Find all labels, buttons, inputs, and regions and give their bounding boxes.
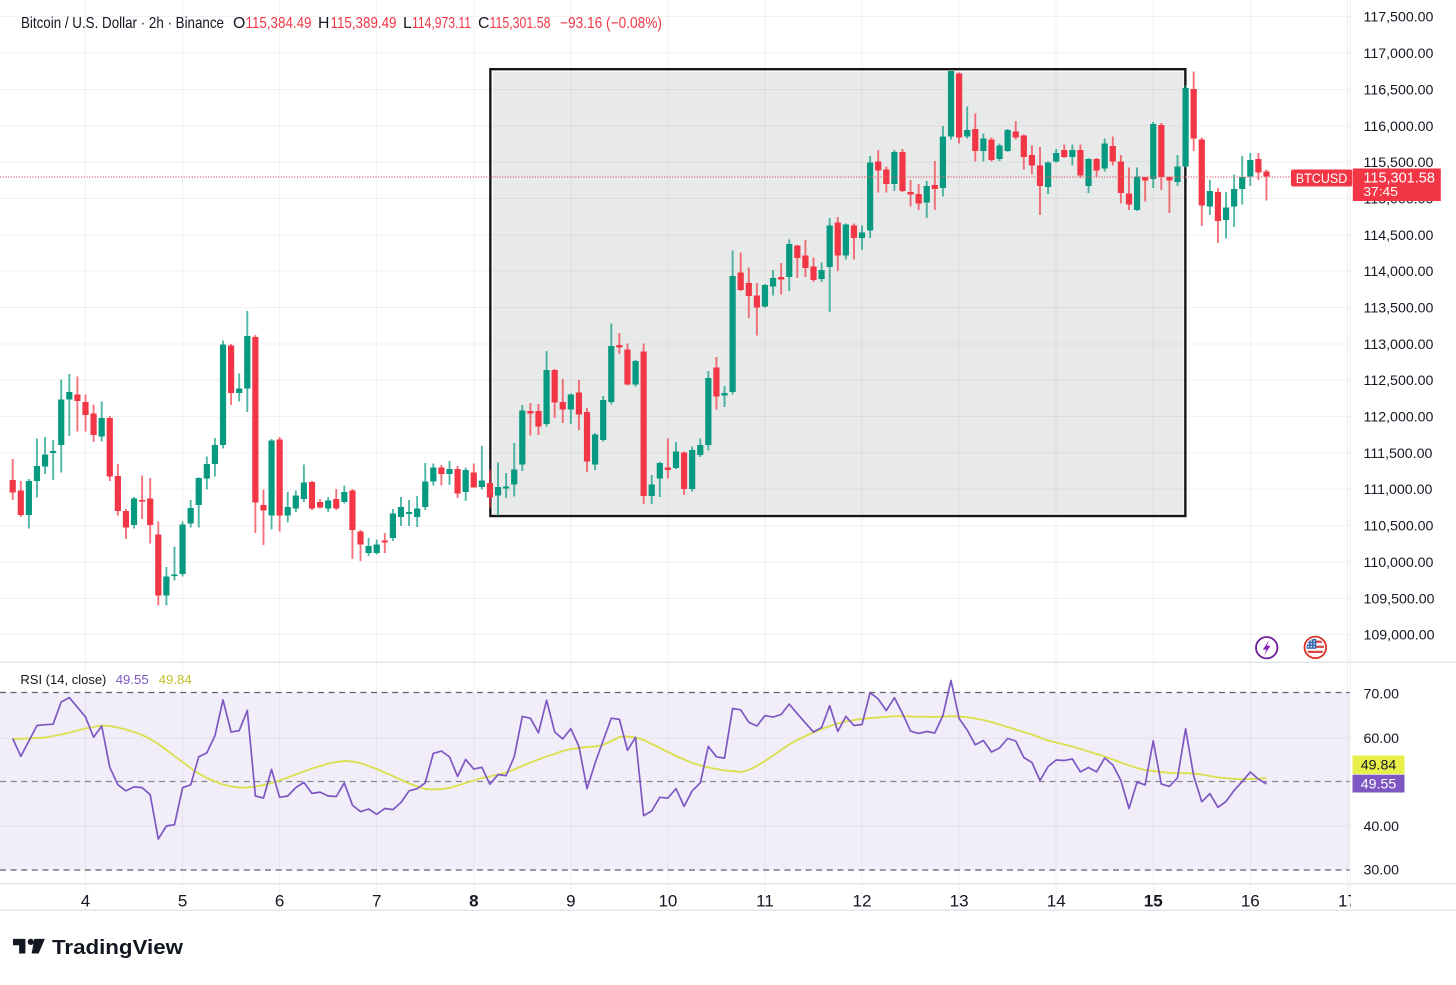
svg-text:C: C (478, 15, 489, 32)
svg-text:O: O (233, 15, 245, 32)
svg-text:115,384.49: 115,384.49 (246, 15, 312, 32)
svg-text:L: L (403, 15, 412, 32)
svg-text:114,000.00: 114,000.00 (1364, 264, 1434, 280)
svg-text:116,500.00: 116,500.00 (1364, 82, 1434, 98)
svg-text:4: 4 (81, 892, 90, 911)
svg-text:110,000.00: 110,000.00 (1364, 555, 1434, 571)
svg-text:115,301.58: 115,301.58 (490, 15, 551, 32)
svg-text:Bitcoin / U.S. Dollar · 2h · B: Bitcoin / U.S. Dollar · 2h · Binance (21, 15, 224, 32)
svg-text:12: 12 (853, 892, 872, 911)
svg-text:70.00: 70.00 (1364, 687, 1400, 703)
svg-text:115,500.00: 115,500.00 (1364, 155, 1434, 171)
svg-text:49.84: 49.84 (159, 672, 192, 687)
svg-text:6: 6 (275, 892, 284, 911)
svg-text:109,000.00: 109,000.00 (1364, 628, 1435, 644)
svg-text:9: 9 (566, 892, 575, 911)
svg-text:60.00: 60.00 (1364, 731, 1400, 747)
svg-text:109,500.00: 109,500.00 (1364, 591, 1435, 607)
svg-text:114,500.00: 114,500.00 (1364, 228, 1434, 244)
svg-text:RSI (14, close): RSI (14, close) (20, 672, 106, 687)
svg-text:49.84: 49.84 (1361, 758, 1397, 774)
svg-text:BTCUSD: BTCUSD (1296, 171, 1348, 186)
svg-text:112,500.00: 112,500.00 (1364, 373, 1434, 389)
svg-text:14: 14 (1047, 892, 1066, 911)
svg-text:13: 13 (950, 892, 969, 911)
svg-text:110,500.00: 110,500.00 (1364, 519, 1434, 535)
svg-text:49.55: 49.55 (116, 672, 149, 687)
svg-text:11: 11 (756, 892, 774, 911)
svg-text:30.00: 30.00 (1364, 863, 1400, 879)
svg-text:111,000.00: 111,000.00 (1364, 482, 1433, 498)
svg-text:16: 16 (1241, 892, 1260, 911)
svg-text:8: 8 (469, 892, 478, 911)
svg-text:TradingView: TradingView (52, 936, 183, 959)
svg-text:10: 10 (658, 892, 677, 911)
svg-text:114,973.11: 114,973.11 (412, 15, 471, 32)
svg-text:49.55: 49.55 (1361, 777, 1397, 793)
svg-text:111,500.00: 111,500.00 (1364, 446, 1433, 462)
svg-text:5: 5 (178, 892, 187, 911)
svg-text:117,500.00: 117,500.00 (1364, 10, 1434, 26)
svg-text:116,000.00: 116,000.00 (1364, 119, 1434, 135)
svg-text:−93.16 (−0.08%): −93.16 (−0.08%) (560, 15, 662, 32)
svg-text:H: H (318, 15, 329, 32)
svg-text:113,500.00: 113,500.00 (1364, 301, 1434, 317)
svg-text:117,000.00: 117,000.00 (1364, 46, 1434, 62)
svg-text:37:45: 37:45 (1363, 184, 1398, 199)
svg-text:15: 15 (1144, 892, 1163, 911)
svg-text:17: 17 (1338, 892, 1357, 911)
svg-text:112,000.00: 112,000.00 (1364, 410, 1434, 426)
svg-text:7: 7 (372, 892, 381, 911)
svg-text:115,389.49: 115,389.49 (331, 15, 397, 32)
svg-text:113,000.00: 113,000.00 (1364, 337, 1434, 353)
svg-text:40.00: 40.00 (1364, 819, 1400, 835)
svg-text:115,301.58: 115,301.58 (1363, 170, 1435, 186)
